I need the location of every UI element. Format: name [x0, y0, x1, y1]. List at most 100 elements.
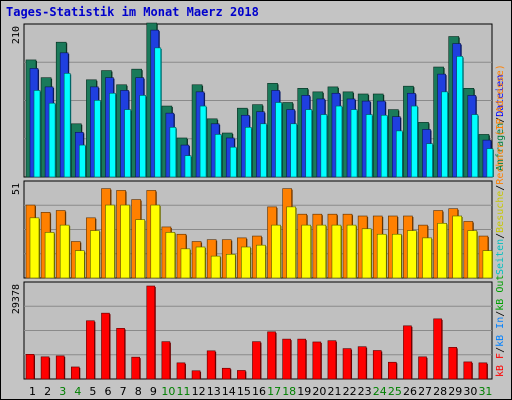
x-tick-day-12: 12	[192, 385, 206, 398]
bar-hosts-besuche-day-1	[29, 217, 40, 279]
bar-hosts-besuche-day-17	[271, 224, 281, 279]
x-tick-day-13: 13	[207, 385, 221, 398]
x-tick-day-19: 19	[297, 385, 311, 398]
bar-hosts-besuche-day-5	[90, 230, 100, 279]
bar-hosts-besuche-day-21	[331, 224, 342, 279]
legend-entry-dateien: Dateien	[495, 75, 506, 117]
x-tick-day-28: 28	[433, 385, 447, 398]
bar-traffic-kb-f-day-12	[191, 370, 201, 380]
bar-traffic-kb-f-day-16	[252, 341, 261, 380]
bar-traffic-kb-f-day-25	[388, 361, 397, 380]
bar-requests-seiten-day-15	[245, 127, 252, 178]
bar-requests-seiten-day-3	[63, 73, 71, 178]
bar-requests-seiten-day-18	[290, 123, 297, 178]
bar-traffic-kb-f-day-19	[297, 338, 307, 380]
bar-requests-seiten-day-22	[350, 109, 358, 178]
bar-hosts-besuche-day-25	[392, 233, 402, 279]
bar-hosts-besuche-day-19	[301, 224, 312, 279]
bar-requests-seiten-day-16	[260, 123, 267, 178]
x-tick-day-17: 17	[267, 385, 281, 398]
x-tick-day-8: 8	[135, 385, 142, 398]
bar-hosts-besuche-day-24	[376, 233, 387, 279]
bar-requests-seiten-day-26	[411, 105, 418, 178]
bar-hosts-besuche-day-31	[482, 250, 493, 279]
bar-traffic-kb-f-day-14	[221, 367, 231, 380]
legend-entry-besuche: Besuche	[495, 191, 506, 233]
bar-requests-seiten-day-21	[335, 105, 343, 178]
bar-traffic-kb-f-day-29	[448, 347, 458, 380]
legend-entry-kb-in: kB In	[495, 317, 506, 347]
x-tick-day-18: 18	[282, 385, 296, 398]
x-tick-day-20: 20	[312, 385, 326, 398]
x-tick-day-2: 2	[44, 385, 51, 398]
y-max-label-hosts: 51	[11, 183, 22, 195]
bar-hosts-besuche-day-26	[407, 230, 417, 279]
legend-separator: /	[495, 233, 506, 239]
bar-traffic-kb-f-day-4	[70, 366, 80, 380]
legend-group-3: kB F/kB In/kB Out	[495, 275, 506, 377]
x-tick-day-21: 21	[327, 385, 341, 398]
bar-traffic-kb-f-day-15	[237, 370, 246, 380]
bar-traffic-kb-f-day-17	[267, 331, 276, 380]
x-tick-day-26: 26	[403, 385, 417, 398]
bar-hosts-besuche-day-10	[165, 232, 176, 279]
bar-hosts-besuche-day-20	[316, 224, 327, 279]
bar-traffic-kb-f-day-1	[25, 354, 35, 380]
bar-hosts-besuche-day-18	[286, 206, 296, 279]
chart-title: Tages-Statistik im Monat Maerz 2018	[6, 5, 259, 19]
bar-requests-seiten-day-4	[78, 144, 86, 178]
bar-hosts-besuche-day-8	[135, 219, 145, 279]
x-tick-day-3: 3	[59, 385, 66, 398]
bar-requests-seiten-day-2	[48, 102, 56, 178]
y-max-label-traffic: 29378	[11, 284, 22, 314]
x-tick-day-15: 15	[237, 385, 251, 398]
x-tick-day-6: 6	[105, 385, 112, 398]
bar-traffic-kb-f-day-7	[116, 328, 125, 380]
bar-hosts-besuche-day-6	[105, 204, 115, 279]
bar-requests-seiten-day-20	[320, 114, 328, 178]
bar-requests-seiten-day-27	[426, 143, 433, 178]
bar-traffic-kb-f-day-31	[478, 362, 488, 380]
bar-hosts-besuche-day-22	[346, 224, 357, 279]
bar-traffic-kb-f-day-8	[131, 356, 140, 380]
legend-entry-anfragen: Anfragen	[495, 123, 506, 171]
legend-entry-seiten: Seiten	[495, 239, 506, 275]
bar-hosts-besuche-day-4	[74, 250, 85, 279]
legend-separator: /	[495, 185, 506, 191]
bar-requests-seiten-day-19	[305, 109, 313, 178]
x-tick-day-4: 4	[74, 385, 81, 398]
legend-separator: /	[495, 347, 506, 353]
legend-entry-rechner-ip-adresse-: Rechner (IP-Adresse)	[495, 64, 506, 184]
bar-hosts-besuche-day-3	[59, 224, 70, 279]
x-tick-day-14: 14	[222, 385, 236, 398]
bar-hosts-besuche-day-30	[467, 230, 478, 279]
x-tick-day-22: 22	[343, 385, 357, 398]
bar-requests-seiten-day-30	[471, 114, 479, 178]
bar-requests-seiten-day-28	[441, 91, 448, 178]
bar-traffic-kb-f-day-23	[357, 346, 367, 380]
bar-traffic-kb-f-day-3	[55, 355, 65, 380]
x-tick-day-31: 31	[478, 385, 492, 398]
bar-requests-seiten-day-6	[109, 92, 116, 178]
legend-entry-kb-out: kB Out	[495, 275, 506, 311]
bar-traffic-kb-f-day-9	[146, 285, 156, 380]
bar-requests-seiten-day-14	[229, 146, 237, 178]
y-max-label-requests: 210	[11, 26, 22, 44]
x-tick-day-27: 27	[418, 385, 432, 398]
bar-traffic-kb-f-day-11	[176, 362, 186, 380]
bar-requests-seiten-day-7	[124, 109, 131, 178]
bar-hosts-besuche-day-14	[225, 253, 236, 279]
legend-group-2: Seiten/Besuche/Rechner (IP-Adresse)	[495, 64, 506, 275]
legend-separator: /	[495, 311, 506, 317]
bar-requests-seiten-day-25	[396, 130, 403, 178]
bar-traffic-kb-f-day-30	[463, 361, 473, 380]
bar-hosts-besuche-day-13	[210, 255, 221, 279]
bar-requests-seiten-day-5	[94, 100, 101, 178]
bar-traffic-kb-f-day-5	[86, 320, 95, 380]
x-tick-day-9: 9	[150, 385, 157, 398]
bar-hosts-besuche-day-11	[180, 248, 191, 279]
bar-requests-seiten-day-31	[486, 148, 494, 178]
bar-hosts-besuche-day-27	[422, 237, 432, 279]
bar-traffic-kb-f-day-27	[418, 356, 427, 380]
